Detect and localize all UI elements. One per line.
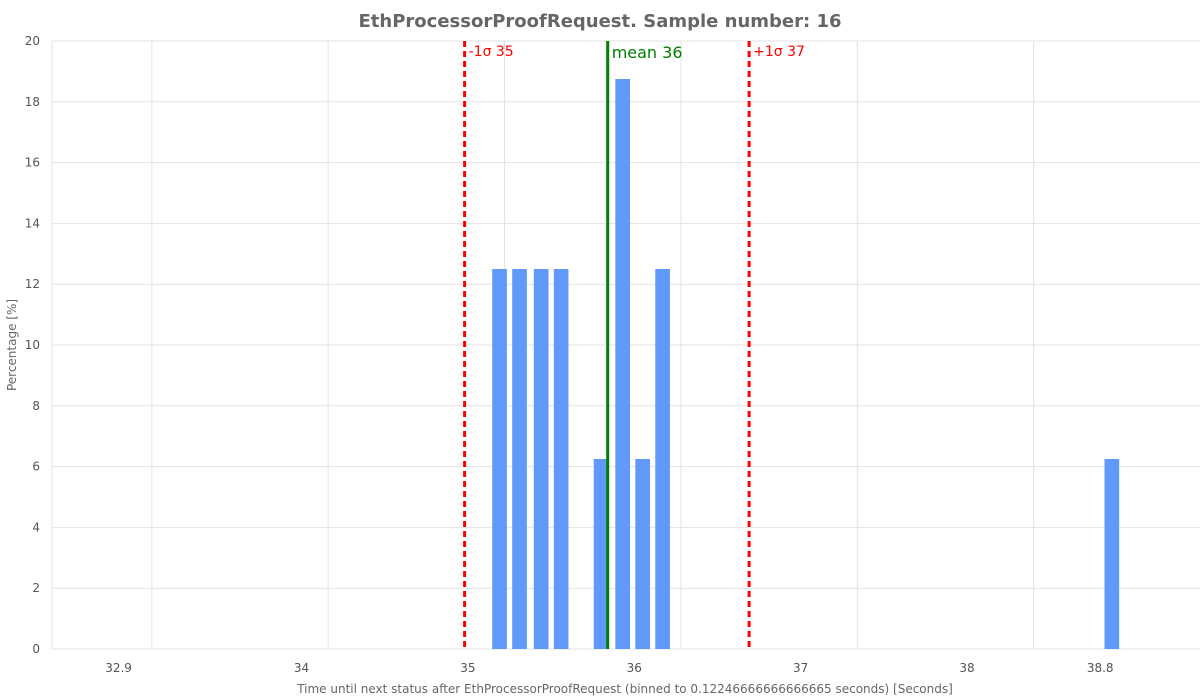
histogram-bar <box>655 269 670 649</box>
histogram-bar <box>492 269 507 649</box>
histogram-bar <box>533 269 549 649</box>
y-tick-label: 10 <box>25 338 40 352</box>
x-axis-label: Time until next status after EthProcesso… <box>296 682 953 696</box>
histogram-bar <box>1104 459 1120 649</box>
y-tick-label: 8 <box>32 399 40 413</box>
histogram-bar <box>553 269 569 649</box>
histogram-bar <box>593 459 609 649</box>
x-tick-label: 34 <box>294 661 309 675</box>
histogram-bar <box>615 79 631 649</box>
histogram-bar <box>635 459 650 649</box>
y-axis-label: Percentage [%] <box>5 299 19 391</box>
sigma-line-label: -1σ 35 <box>469 44 514 60</box>
histogram-bar <box>512 269 527 649</box>
y-tick-label: 18 <box>25 95 40 109</box>
x-tick-label: 32.9 <box>105 661 132 675</box>
y-tick-label: 16 <box>25 156 40 170</box>
y-tick-label: 0 <box>32 642 40 656</box>
reference-lines-layer: -1σ 35 mean 36 +1σ 37 <box>463 41 805 649</box>
ticks-layer: 0 2 4 6 8 10 12 14 16 18 20 32.9 34 35 36 37 38 38.8 <box>25 34 1114 675</box>
x-tick-label: 38 <box>959 661 974 675</box>
x-tick-label: 38.8 <box>1087 661 1114 675</box>
y-tick-label: 20 <box>25 34 40 48</box>
x-tick-label: 37 <box>793 661 808 675</box>
mean-line-label: mean 36 <box>612 43 683 62</box>
x-tick-label: 35 <box>460 661 475 675</box>
y-tick-label: 4 <box>32 520 40 534</box>
y-tick-label: 2 <box>32 581 40 595</box>
y-tick-label: 12 <box>25 277 40 291</box>
y-tick-label: 14 <box>25 216 40 230</box>
bars-layer <box>492 79 1120 649</box>
sigma-line-label: +1σ 37 <box>753 44 805 60</box>
x-tick-label: 36 <box>627 661 642 675</box>
chart-title: EthProcessorProofRequest. Sample number:… <box>359 11 842 32</box>
y-tick-label: 6 <box>32 460 40 474</box>
